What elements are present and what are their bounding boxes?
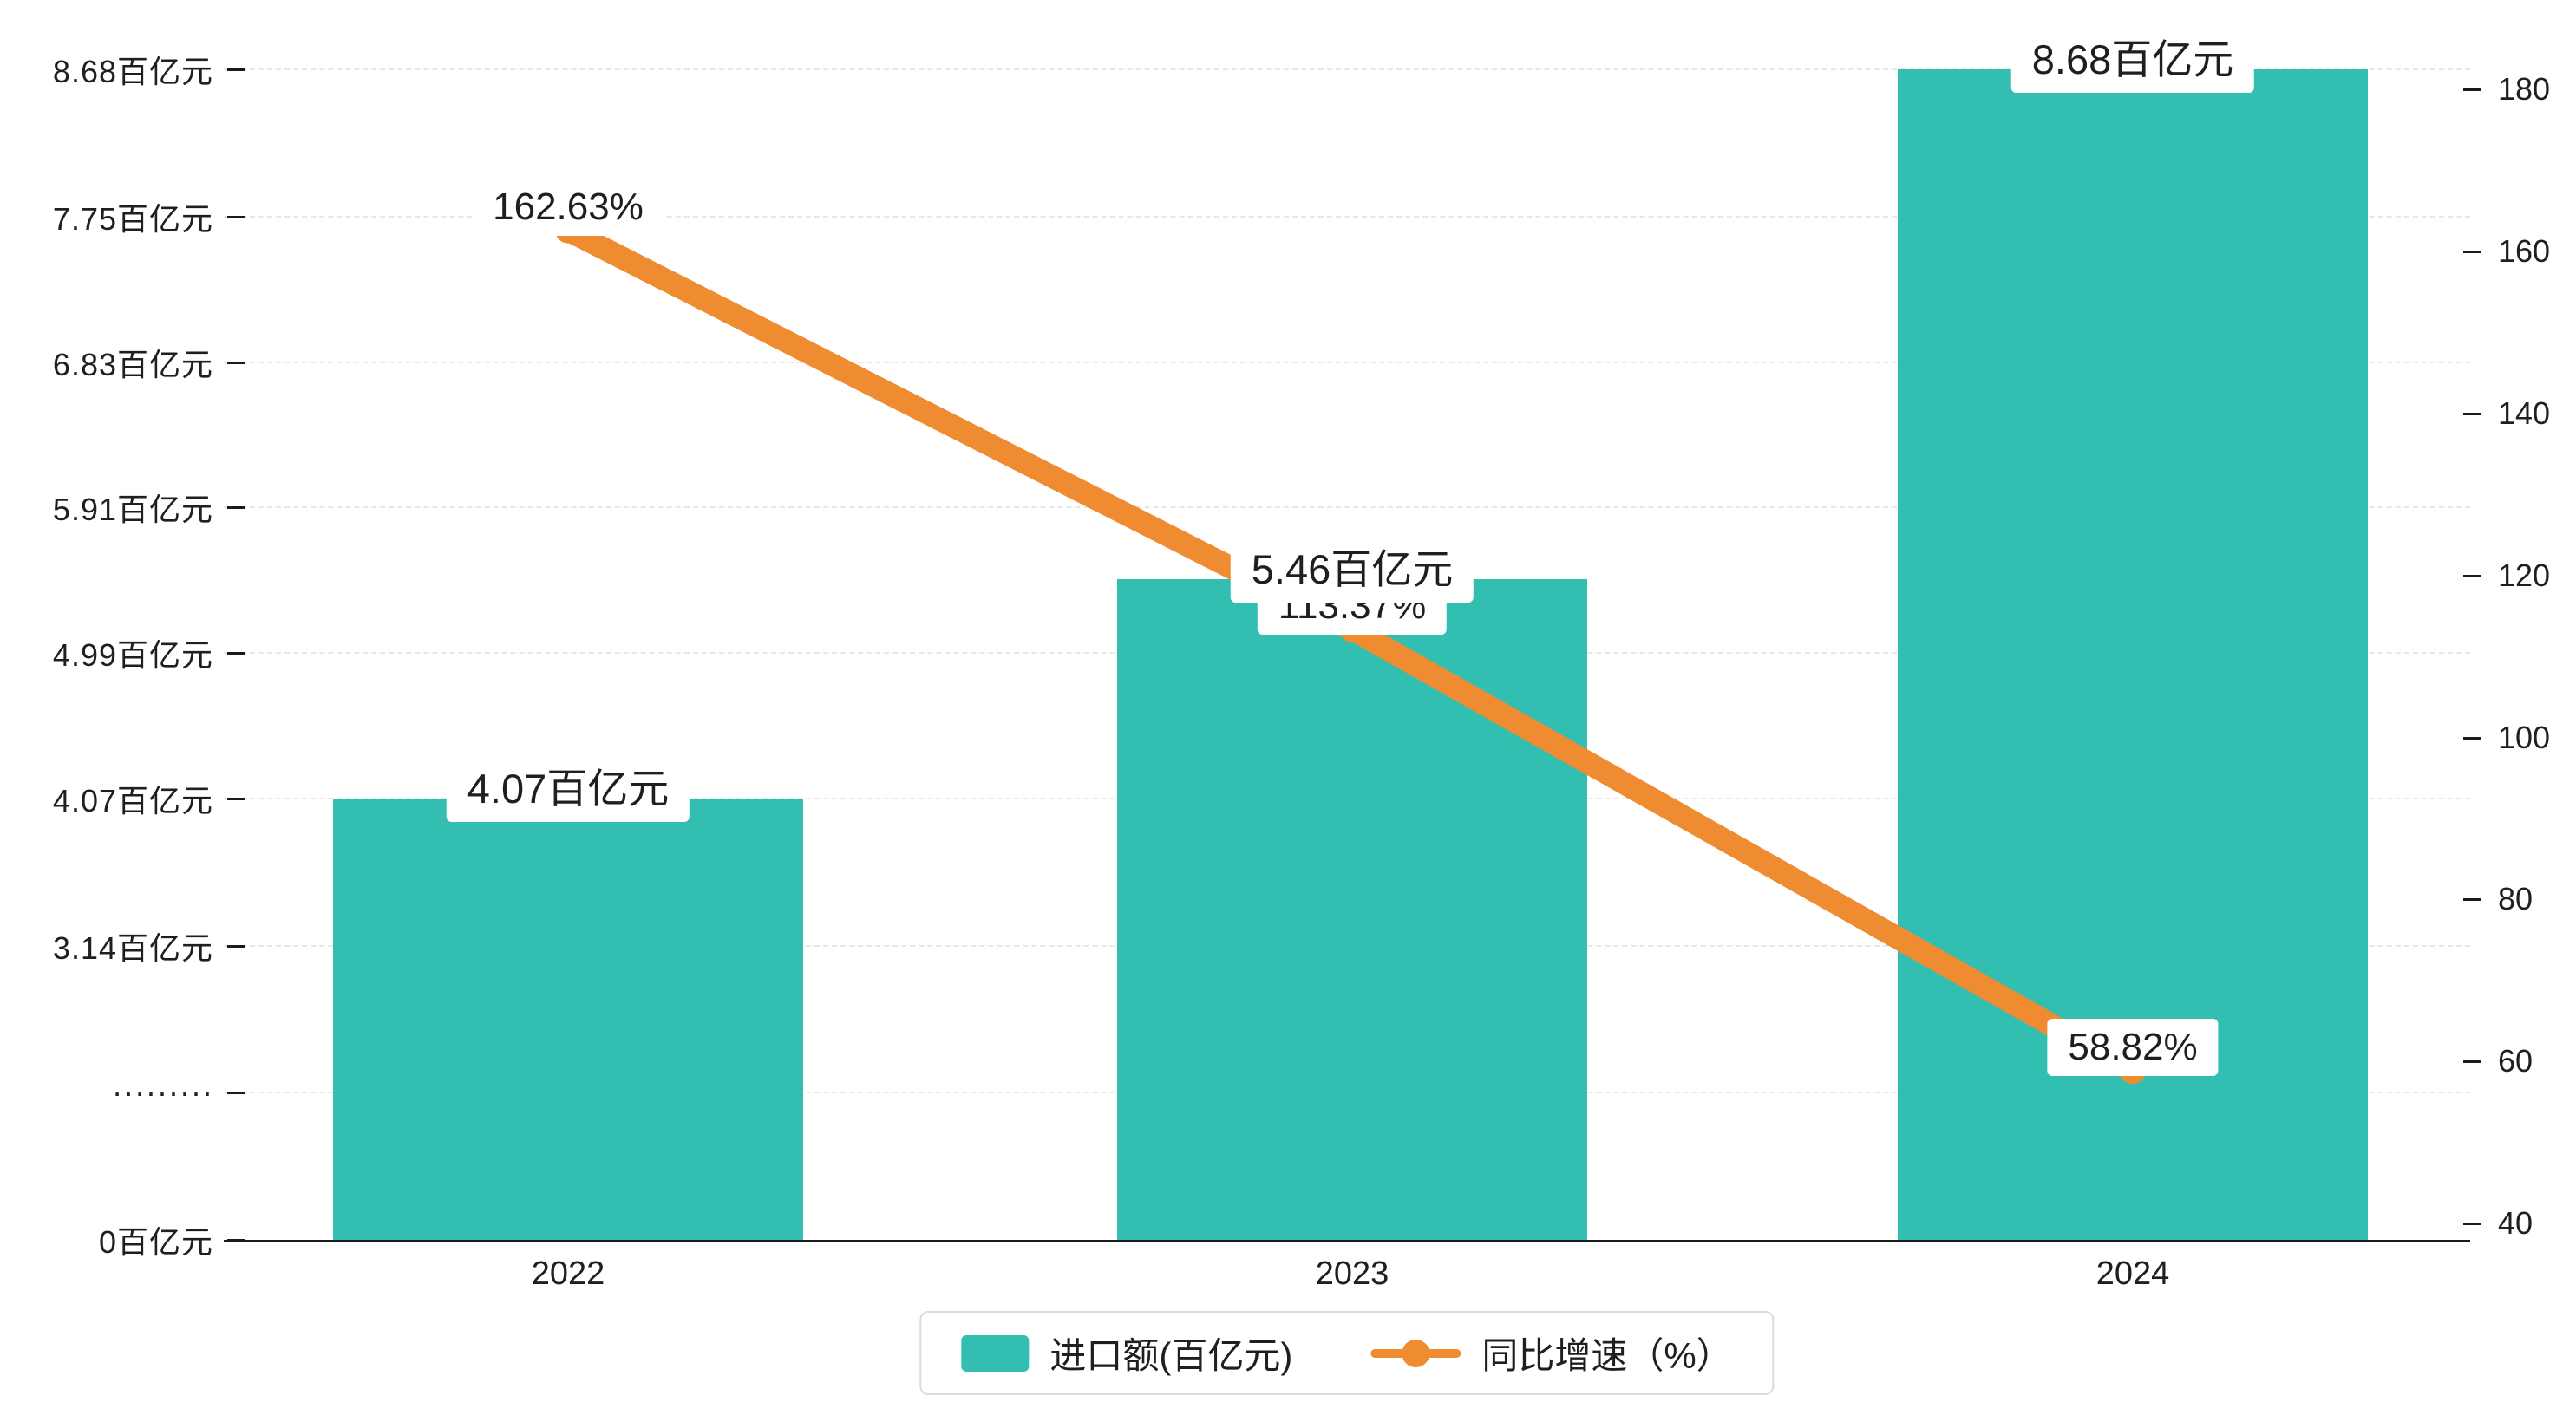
left-axis-tick-label: 4.99百亿元 <box>52 637 213 674</box>
left-axis-tick-label: ········· <box>112 1074 213 1110</box>
right-axis-tick-label: 140 <box>2498 395 2551 431</box>
x-axis-category-label: 2024 <box>2095 1255 2170 1292</box>
right-axis-tick-mark <box>2463 413 2481 415</box>
right-axis-tick-mark <box>2463 736 2481 740</box>
right-axis-tick-label: 60 <box>2498 1043 2534 1079</box>
left-axis-tick-mark <box>227 798 245 801</box>
left-axis-tick-mark <box>227 945 245 948</box>
legend-label-growth-rate: 同比增速（%） <box>1481 1335 1733 1376</box>
left-axis-tick-mark <box>227 361 245 364</box>
right-axis-tick-label: 180 <box>2498 71 2551 108</box>
right-axis-tick-mark <box>2463 1223 2481 1225</box>
line-value-label: 162.63% <box>472 178 664 236</box>
right-axis-tick-label: 40 <box>2498 1205 2534 1241</box>
line-series-swatch-icon <box>1370 1339 1461 1367</box>
left-axis-tick-mark <box>227 1092 245 1094</box>
left-axis-tick-mark <box>227 652 245 655</box>
left-axis-tick-mark <box>227 506 245 510</box>
bar-value-label: 5.46百亿元 <box>1230 528 1474 603</box>
left-axis-tick-label: 8.68百亿元 <box>52 53 213 89</box>
legend-label-import-value: 进口额(百亿元) <box>1049 1335 1293 1376</box>
gridline <box>224 215 2470 218</box>
right-axis-tick-label: 80 <box>2498 881 2534 917</box>
right-axis-tick-label: 120 <box>2498 557 2551 593</box>
left-axis-tick-label: 3.14百亿元 <box>52 930 213 966</box>
gridline <box>224 361 2470 363</box>
right-axis-tick-label: 160 <box>2498 233 2551 270</box>
bar-series-swatch-icon <box>961 1334 1030 1372</box>
right-axis-tick-mark <box>2463 1060 2481 1064</box>
bar-2023 <box>1117 578 1587 1240</box>
right-axis-tick-mark <box>2463 574 2481 577</box>
x-axis-line <box>224 1240 2470 1242</box>
legend: 进口额(百亿元) 同比增速（%） <box>919 1311 1775 1395</box>
left-axis-tick-mark <box>227 68 245 71</box>
bar-value-label: 4.07百亿元 <box>446 748 690 823</box>
right-axis-tick-mark <box>2463 898 2481 902</box>
line-series-dot-icon <box>1402 1339 1430 1367</box>
x-axis-category-label: 2023 <box>1315 1255 1389 1292</box>
left-axis-tick-label: 4.07百亿元 <box>52 783 213 819</box>
gridline <box>224 68 2470 70</box>
right-axis-tick-mark <box>2463 88 2481 92</box>
left-axis-tick-label: 7.75百亿元 <box>52 200 213 237</box>
legend-item-import-value[interactable]: 进口额(百亿元) <box>961 1327 1292 1379</box>
left-axis-tick-label: 5.91百亿元 <box>52 492 213 528</box>
legend-item-growth-rate[interactable]: 同比增速（%） <box>1370 1327 1733 1379</box>
right-axis-tick-mark <box>2463 251 2481 254</box>
left-axis-tick-label: 6.83百亿元 <box>52 346 213 382</box>
bar-value-label: 8.68百亿元 <box>2010 18 2255 93</box>
left-axis-tick-label: 0百亿元 <box>98 1224 213 1260</box>
line-value-label: 58.82% <box>2047 1019 2219 1077</box>
gridline <box>224 506 2470 509</box>
right-axis-tick-label: 100 <box>2498 719 2551 755</box>
left-axis-tick-mark <box>227 215 245 218</box>
x-axis-category-label: 2022 <box>531 1255 605 1292</box>
bar-2022 <box>333 799 803 1240</box>
